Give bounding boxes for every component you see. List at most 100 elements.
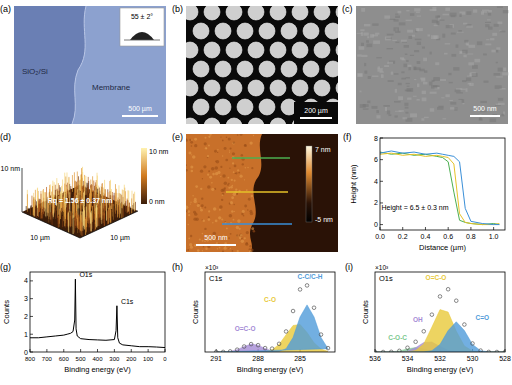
pillar [237, 23, 253, 39]
afm-texture [117, 200, 118, 217]
component-label: C-C/C-H [298, 273, 323, 280]
texture [480, 101, 486, 103]
texture [236, 235, 238, 237]
y-axis-label: Height (nm) [349, 164, 358, 204]
texture [222, 155, 223, 156]
texture [233, 204, 234, 205]
texture [481, 11, 484, 14]
component-label: C=O [475, 314, 489, 321]
afm-texture [56, 206, 57, 212]
texture [468, 62, 474, 65]
texture [194, 138, 197, 141]
pillar-array [186, 6, 338, 124]
data-point [446, 287, 450, 291]
afm-texture [82, 212, 83, 231]
afm-texture [121, 204, 122, 219]
texture [381, 74, 384, 78]
panel-d: (d)10 nm10 µm10 µmRq = 1.56 ± 0.37 nm10 … [0, 132, 169, 242]
data-point [454, 299, 458, 303]
afm-texture [65, 219, 66, 228]
texture [206, 148, 207, 149]
texture [394, 27, 399, 31]
afm-texture [99, 218, 100, 227]
substrate-line [124, 40, 160, 41]
plot-frame [375, 272, 505, 352]
pillar [336, 80, 338, 96]
texture [498, 98, 503, 101]
texture [246, 189, 248, 191]
texture [442, 34, 445, 38]
texture [208, 136, 210, 138]
panel-label: (g) [0, 262, 11, 272]
scale-bar [122, 115, 158, 117]
afm-texture [123, 206, 124, 217]
afm-texture [61, 208, 62, 217]
texture [467, 76, 472, 77]
data-point [430, 313, 434, 317]
texture [503, 10, 509, 13]
texture [221, 189, 224, 192]
texture [233, 171, 235, 173]
texture [214, 150, 217, 153]
texture [460, 52, 462, 53]
afm-texture [72, 219, 73, 227]
data-point [422, 329, 426, 333]
pillar [186, 118, 198, 124]
texture [240, 234, 243, 237]
texture [244, 144, 247, 147]
texture [241, 238, 243, 240]
texture [390, 19, 396, 20]
texture [491, 50, 495, 53]
texture [233, 219, 235, 221]
scale-bar-bg [294, 102, 338, 124]
texture [192, 155, 196, 159]
texture [188, 152, 191, 155]
texture [191, 154, 192, 155]
afm-texture [66, 213, 67, 218]
data-point [312, 306, 316, 310]
texture [211, 188, 214, 191]
afm-texture [75, 230, 76, 235]
texture [208, 216, 210, 218]
texture [212, 222, 213, 223]
pillar [270, 80, 286, 96]
data-point [398, 349, 402, 352]
texture [395, 115, 398, 117]
texture [361, 55, 367, 57]
y-tick-label: 4 [24, 277, 28, 284]
texture [204, 137, 206, 139]
label: 500 nm [473, 105, 497, 112]
texture [419, 69, 424, 72]
afm-texture [53, 217, 54, 221]
texture [207, 185, 211, 189]
texture [208, 210, 210, 212]
x-tick-label: 288 [252, 355, 264, 362]
plot-area [30, 279, 165, 347]
x-tick-label: 528 [499, 355, 511, 362]
pillar [226, 6, 242, 20]
texture [363, 104, 369, 107]
texture [209, 176, 212, 179]
texture [231, 210, 234, 213]
texture [422, 97, 427, 101]
x-tick [493, 227, 494, 230]
afm-texture [103, 223, 104, 227]
texture [456, 92, 463, 93]
texture [220, 136, 221, 137]
texture [249, 141, 252, 144]
texture [412, 35, 415, 37]
data-point [438, 295, 442, 299]
pillar [314, 42, 330, 58]
texture [431, 85, 437, 88]
texture [430, 52, 432, 55]
afm-texture [89, 227, 90, 232]
afm-texture [73, 189, 74, 196]
y-tick-label: 8 [374, 135, 378, 142]
texture [228, 237, 230, 239]
component-label: O=C-O [235, 325, 256, 332]
texture [368, 76, 371, 79]
data-point [242, 345, 246, 349]
afm-texture [39, 201, 40, 212]
afm-texture [99, 206, 100, 218]
title: O1s [379, 274, 393, 283]
